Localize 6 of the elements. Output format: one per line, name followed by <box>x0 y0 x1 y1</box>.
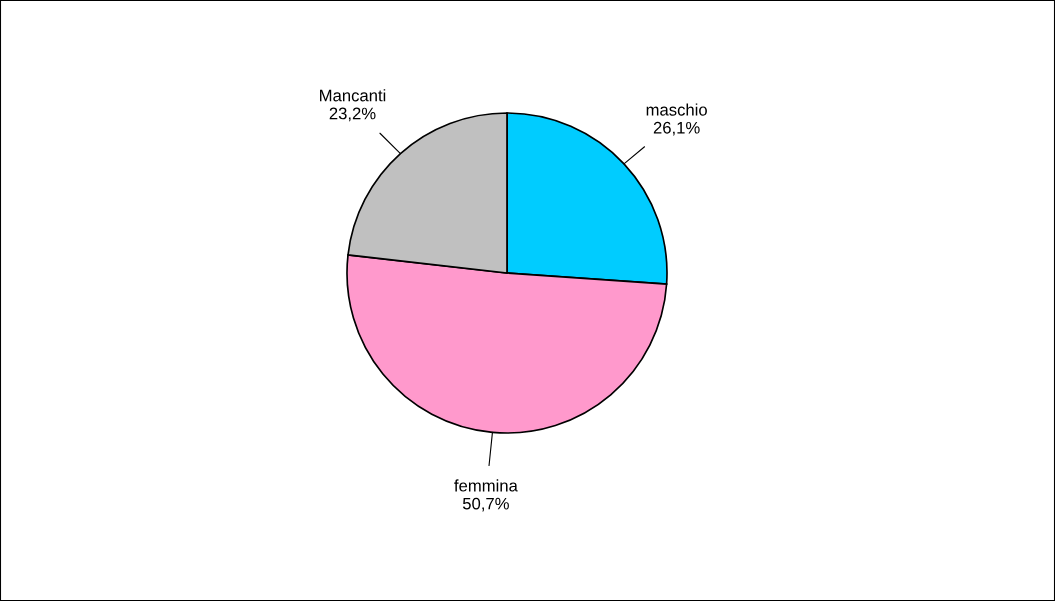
data-label: 50,7% <box>462 497 509 512</box>
slice-label: Mancanti <box>320 89 386 102</box>
data-label: 23,2% <box>329 107 376 122</box>
data-label: 26,1% <box>653 121 700 136</box>
slice-label: femmina <box>454 479 518 492</box>
slice-label: maschio <box>646 103 707 116</box>
